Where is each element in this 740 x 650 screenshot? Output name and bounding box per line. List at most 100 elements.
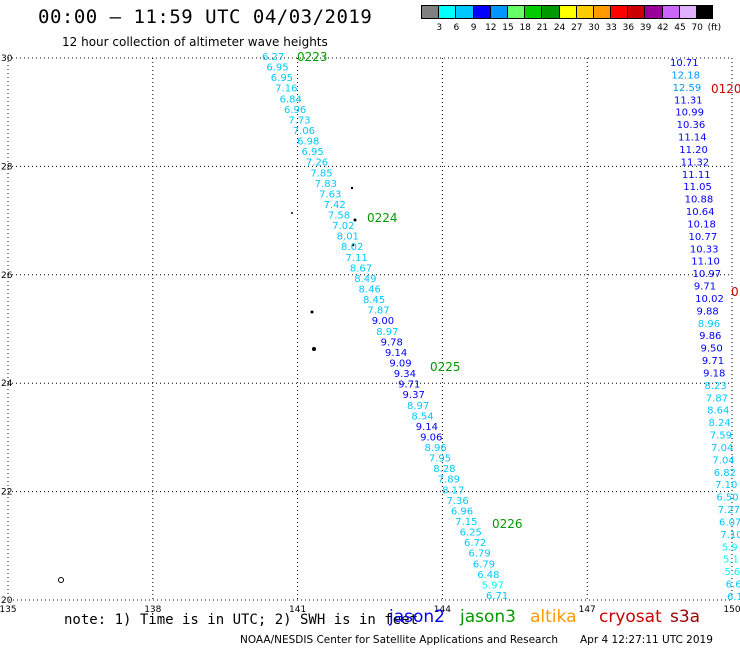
swh-value: 11.31 [674,95,703,106]
swh-value: 11.32 [681,157,710,168]
page-title: 00:00 – 11:59 UTC 04/03/2019 [38,6,373,28]
scale-swatch [455,5,473,19]
swh-value: 7.26 [306,158,328,169]
swh-value: 5.6 [724,567,740,578]
swh-value: 9.88 [697,306,719,317]
credit-text: NOAA/NESDIS Center for Satellite Applica… [240,634,558,646]
swh-value: 9.00 [372,316,394,327]
swh-value: 9.86 [699,331,721,342]
swh-value: 9.34 [394,369,416,380]
satellite-legend-item: altika [530,607,577,627]
swh-value: 9.06 [420,432,442,443]
scale-swatch [696,5,714,19]
island-marker [353,218,357,222]
swh-value: 7.16 [275,84,297,95]
swh-value: 8.96 [698,319,720,330]
y-tick-label: 22 [1,488,12,498]
swh-value: 8.46 [359,285,381,296]
scale-swatch [661,5,679,19]
swh-value: 9.71 [694,282,716,293]
swh-value: 7.11 [345,253,367,264]
x-tick-label: 135 [0,605,17,615]
swh-value: 6.1 [727,592,740,603]
swh-value: 7.87 [706,393,728,404]
swh-value: 7.04 [711,443,733,454]
swh-value: 9.71 [702,356,724,367]
swh-value: 7.15 [455,517,477,528]
satellite-legend-item: jason3 [460,607,516,627]
scale-swatch [506,5,525,19]
swh-value: 9.14 [416,422,438,433]
satellite-legend-item: jason2 [389,607,445,627]
scale-swatch [627,5,645,19]
scale-swatch [489,5,507,19]
swh-value: 8.49 [354,274,376,285]
pass-time-label: 0 [731,285,739,299]
x-tick-label: 138 [144,605,161,615]
swh-value: 7.95 [429,454,451,465]
swh-value: 7.42 [323,200,345,211]
swh-value: 7.27 [718,505,740,516]
swh-value: 6.82 [714,468,736,479]
swh-value: 6.50 [716,493,738,504]
swh-value: 10.02 [695,294,724,305]
swh-value: 9.50 [700,344,722,355]
x-tick-label: 141 [289,605,306,615]
color-scale-swatches [421,5,714,19]
pass-time-label: 0120 [711,82,740,96]
footer-note: note: 1) Time is in UTC; 2) SWH is in fe… [64,612,419,628]
scale-label: 30 [588,23,600,33]
swh-value: 6.84 [280,94,302,105]
scale-label: 42 [657,23,669,33]
scale-swatch [558,5,576,19]
swh-value: 9.37 [403,390,425,401]
swh-value: 8.67 [350,263,372,274]
swh-value: 7.83 [315,179,337,190]
scale-swatch [472,5,490,19]
island-marker [312,347,316,351]
scale-label: 24 [553,23,566,33]
swh-value: 8.97 [376,327,398,338]
swh-value: 7.59 [710,431,732,442]
scale-label: 27 [571,23,583,33]
scale-label: 9 [470,23,477,33]
swh-value: 6.71 [486,591,508,602]
scale-swatch [592,5,611,19]
scale-swatch [678,5,696,19]
scale-label: 70 [691,23,703,33]
swh-value: 6.79 [473,559,495,570]
swh-value: 6.79 [468,549,490,560]
scale-label: 21 [536,23,549,33]
pass-time-label: 0225 [430,360,461,374]
swh-value: 7.58 [328,211,350,222]
swh-value: 11.11 [682,170,711,181]
swh-value: 9.14 [385,348,407,359]
scale-swatch [541,5,559,19]
scale-label: 6 [453,23,460,33]
swh-value: 6.95 [266,63,288,74]
swh-value: 8.28 [433,464,455,475]
swh-value: 7.10 [715,480,737,491]
scale-label: 15 [502,23,514,33]
island-marker [58,577,64,583]
axis-tick-labels: 135 138 141 144 147 150 30 28 26 24 22 20 [0,54,740,615]
scale-label: 12 [485,23,497,33]
swh-value: 7.73 [288,115,310,126]
swh-value: 7.06 [293,126,315,137]
scale-label: 45 [674,23,686,33]
color-scale: 3 6 9 12 15 18 21 24 27 30 33 36 39 42 45 70 (ft) [421,5,721,33]
swh-value: 12.18 [671,70,700,81]
swh-value: 10.99 [675,108,704,119]
swh-value: 8.17 [442,485,464,496]
pass-time-label: 0224 [367,211,398,225]
swh-value: 6.96 [284,105,306,116]
swh-value: 6.6 [726,580,740,591]
y-tick-label: 24 [1,379,13,389]
swh-value: 6.72 [464,538,486,549]
page-subtitle: 12 hour collection of altimeter wave hei… [62,35,328,49]
swh-value: 8.02 [341,242,363,253]
scale-swatch [438,5,456,19]
land-features [58,186,357,583]
